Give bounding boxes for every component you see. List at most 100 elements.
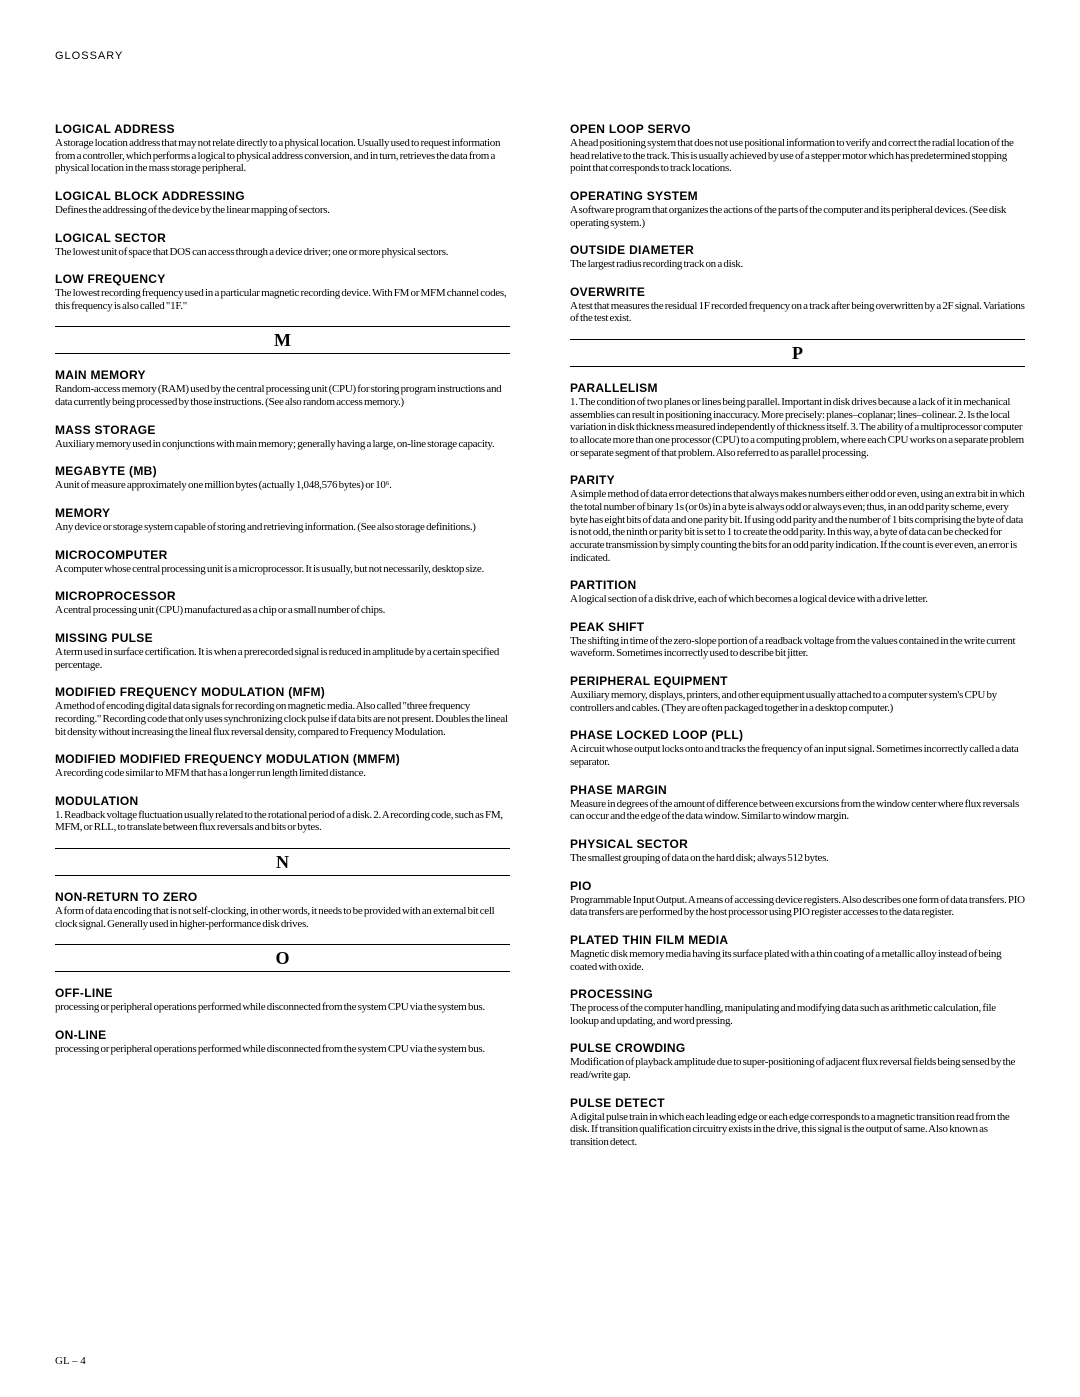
glossary-term: MISSING PULSE (55, 631, 510, 645)
glossary-term: MICROPROCESSOR (55, 589, 510, 603)
glossary-definition: processing or peripheral operations perf… (55, 1001, 510, 1014)
glossary-term: OPEN LOOP SERVO (570, 122, 1025, 136)
page-footer: GL – 4 (55, 1355, 86, 1367)
glossary-definition: A logical section of a disk drive, each … (570, 593, 1025, 606)
glossary-definition: A storage location address that may not … (55, 137, 510, 175)
glossary-definition: Programmable Input Output. A means of ac… (570, 894, 1025, 919)
glossary-definition: A unit of measure approximately one mill… (55, 479, 510, 492)
glossary-entry: MICROCOMPUTERA computer whose central pr… (55, 548, 510, 576)
glossary-definition: The lowest recording frequency used in a… (55, 287, 510, 312)
glossary-definition: Magnetic disk memory media having its su… (570, 948, 1025, 973)
glossary-definition: Auxiliary memory, displays, printers, an… (570, 689, 1025, 714)
glossary-definition: A simple method of data error detections… (570, 488, 1025, 564)
glossary-definition: A recording code similar to MFM that has… (55, 767, 510, 780)
glossary-term: LOW FREQUENCY (55, 272, 510, 286)
glossary-definition: Any device or storage system capable of … (55, 521, 510, 534)
glossary-term: PULSE DETECT (570, 1096, 1025, 1110)
glossary-entry: PHASE MARGINMeasure in degrees of the am… (570, 783, 1025, 823)
glossary-term: MICROCOMPUTER (55, 548, 510, 562)
glossary-entry: MEMORYAny device or storage system capab… (55, 506, 510, 534)
glossary-definition: A central processing unit (CPU) manufact… (55, 604, 510, 617)
glossary-entry: PARITYA simple method of data error dete… (570, 473, 1025, 564)
glossary-entry: LOGICAL ADDRESSA storage location addres… (55, 122, 510, 175)
glossary-term: LOGICAL BLOCK ADDRESSING (55, 189, 510, 203)
glossary-term: MODIFIED MODIFIED FREQUENCY MODULATION (… (55, 752, 510, 766)
glossary-term: MODIFIED FREQUENCY MODULATION (MFM) (55, 685, 510, 699)
glossary-term: PERIPHERAL EQUIPMENT (570, 674, 1025, 688)
left-column: LOGICAL ADDRESSA storage location addres… (55, 122, 510, 1163)
glossary-entry: MASS STORAGEAuxiliary memory used in con… (55, 423, 510, 451)
glossary-entry: PARTITIONA logical section of a disk dri… (570, 578, 1025, 606)
glossary-entry: LOW FREQUENCYThe lowest recording freque… (55, 272, 510, 312)
glossary-term: MODULATION (55, 794, 510, 808)
glossary-definition: The largest radius recording track on a … (570, 258, 1025, 271)
glossary-entry: OFF-LINEprocessing or peripheral operati… (55, 986, 510, 1014)
glossary-term: PROCESSING (570, 987, 1025, 1001)
glossary-definition: Defines the addressing of the device by … (55, 204, 510, 217)
glossary-definition: A software program that organizes the ac… (570, 204, 1025, 229)
glossary-definition: 1. Readback voltage fluctuation usually … (55, 809, 510, 834)
glossary-entry: NON-RETURN TO ZEROA form of data encodin… (55, 890, 510, 930)
glossary-entry: MODIFIED FREQUENCY MODULATION (MFM)A met… (55, 685, 510, 738)
glossary-definition: A test that measures the residual 1F rec… (570, 300, 1025, 325)
glossary-definition: processing or peripheral operations perf… (55, 1043, 510, 1056)
glossary-definition: The process of the computer handling, ma… (570, 1002, 1025, 1027)
section-letter-label: N (55, 852, 510, 876)
section-letter-label: O (55, 948, 510, 972)
glossary-entry: LOGICAL SECTORThe lowest unit of space t… (55, 231, 510, 259)
page-header: GLOSSARY (55, 50, 1025, 62)
glossary-term: MEGABYTE (MB) (55, 464, 510, 478)
glossary-definition: The smallest grouping of data on the har… (570, 852, 1025, 865)
glossary-definition: 1. The condition of two planes or lines … (570, 396, 1025, 459)
glossary-entry: OPEN LOOP SERVOA head positioning system… (570, 122, 1025, 175)
glossary-term: OUTSIDE DIAMETER (570, 243, 1025, 257)
glossary-entry: MEGABYTE (MB)A unit of measure approxima… (55, 464, 510, 492)
glossary-entry: MODULATION1. Readback voltage fluctuatio… (55, 794, 510, 834)
glossary-definition: A method of encoding digital data signal… (55, 700, 510, 738)
right-column: OPEN LOOP SERVOA head positioning system… (570, 122, 1025, 1163)
glossary-definition: Measure in degrees of the amount of diff… (570, 798, 1025, 823)
glossary-entry: MICROPROCESSORA central processing unit … (55, 589, 510, 617)
glossary-entry: PARALLELISM1. The condition of two plane… (570, 381, 1025, 459)
glossary-term: MEMORY (55, 506, 510, 520)
glossary-term: LOGICAL ADDRESS (55, 122, 510, 136)
glossary-definition: The shifting in time of the zero-slope p… (570, 635, 1025, 660)
glossary-definition: A circuit whose output locks onto and tr… (570, 743, 1025, 768)
glossary-definition: A computer whose central processing unit… (55, 563, 510, 576)
glossary-term: PARALLELISM (570, 381, 1025, 395)
glossary-term: MASS STORAGE (55, 423, 510, 437)
glossary-term: PARITY (570, 473, 1025, 487)
glossary-entry: OVERWRITEA test that measures the residu… (570, 285, 1025, 325)
glossary-entry: PIOProgrammable Input Output. A means of… (570, 879, 1025, 919)
glossary-entry: MODIFIED MODIFIED FREQUENCY MODULATION (… (55, 752, 510, 780)
glossary-definition: A digital pulse train in which each lead… (570, 1111, 1025, 1149)
glossary-term: PHYSICAL SECTOR (570, 837, 1025, 851)
glossary-definition: Modification of playback amplitude due t… (570, 1056, 1025, 1081)
glossary-entry: LOGICAL BLOCK ADDRESSINGDefines the addr… (55, 189, 510, 217)
section-letter-n: N (55, 848, 510, 876)
glossary-term: PHASE LOCKED LOOP (PLL) (570, 728, 1025, 742)
glossary-term: PARTITION (570, 578, 1025, 592)
glossary-entry: PHYSICAL SECTORThe smallest grouping of … (570, 837, 1025, 865)
glossary-entry: PULSE DETECTA digital pulse train in whi… (570, 1096, 1025, 1149)
glossary-term: NON-RETURN TO ZERO (55, 890, 510, 904)
glossary-entry: PERIPHERAL EQUIPMENTAuxiliary memory, di… (570, 674, 1025, 714)
glossary-term: OFF-LINE (55, 986, 510, 1000)
glossary-definition: A head positioning system that does not … (570, 137, 1025, 175)
section-letter-label: M (55, 330, 510, 354)
glossary-term: PULSE CROWDING (570, 1041, 1025, 1055)
glossary-entry: ON-LINEprocessing or peripheral operatio… (55, 1028, 510, 1056)
glossary-term: PIO (570, 879, 1025, 893)
glossary-entry: MISSING PULSEA term used in surface cert… (55, 631, 510, 671)
glossary-definition: A form of data encoding that is not self… (55, 905, 510, 930)
section-letter-o: O (55, 944, 510, 972)
glossary-term: PEAK SHIFT (570, 620, 1025, 634)
glossary-term: OVERWRITE (570, 285, 1025, 299)
glossary-columns: LOGICAL ADDRESSA storage location addres… (55, 122, 1025, 1163)
glossary-entry: OPERATING SYSTEMA software program that … (570, 189, 1025, 229)
glossary-term: OPERATING SYSTEM (570, 189, 1025, 203)
glossary-definition: Random-access memory (RAM) used by the c… (55, 383, 510, 408)
glossary-definition: Auxiliary memory used in conjunctions wi… (55, 438, 510, 451)
glossary-term: ON-LINE (55, 1028, 510, 1042)
glossary-entry: PLATED THIN FILM MEDIAMagnetic disk memo… (570, 933, 1025, 973)
